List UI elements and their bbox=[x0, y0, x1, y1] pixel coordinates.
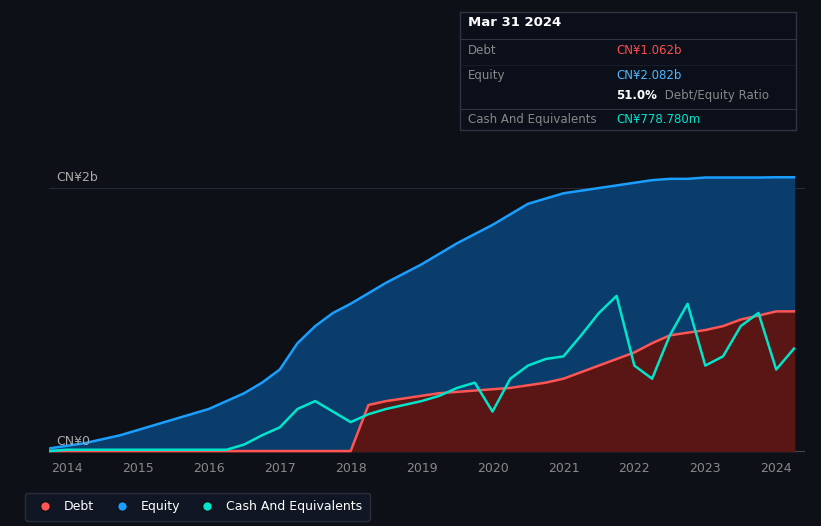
Legend: Debt, Equity, Cash And Equivalents: Debt, Equity, Cash And Equivalents bbox=[25, 493, 369, 521]
Text: CN¥1.062b: CN¥1.062b bbox=[616, 44, 681, 57]
Text: 51.0%: 51.0% bbox=[616, 89, 657, 102]
Text: CN¥778.780m: CN¥778.780m bbox=[616, 113, 700, 126]
Text: Mar 31 2024: Mar 31 2024 bbox=[468, 16, 562, 29]
Text: Debt: Debt bbox=[468, 44, 497, 57]
Text: Equity: Equity bbox=[468, 69, 506, 82]
Text: Debt/Equity Ratio: Debt/Equity Ratio bbox=[661, 89, 769, 102]
Text: CN¥0: CN¥0 bbox=[57, 436, 90, 448]
Text: Cash And Equivalents: Cash And Equivalents bbox=[468, 113, 597, 126]
Text: CN¥2.082b: CN¥2.082b bbox=[616, 69, 681, 82]
Text: CN¥2b: CN¥2b bbox=[57, 171, 98, 184]
